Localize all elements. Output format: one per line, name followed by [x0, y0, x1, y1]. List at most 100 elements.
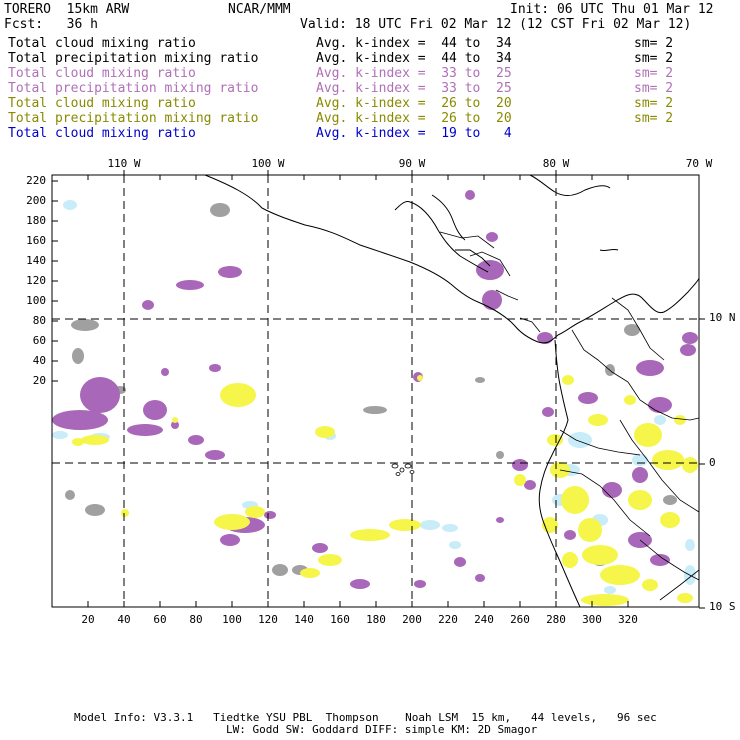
cloud-blob [624, 324, 640, 336]
cloud-blob [363, 406, 387, 414]
legend-kindex: Avg. k-index = 44 to 34 [316, 36, 512, 51]
cloud-blob [634, 423, 662, 447]
cloud-blob [245, 506, 265, 518]
cloud-blob [218, 266, 242, 278]
cloud-blob [568, 432, 592, 448]
cloud-blob [476, 260, 504, 280]
graticule [52, 175, 699, 607]
cloud-blob [663, 495, 677, 505]
cloud-blob [63, 200, 77, 210]
cloud-blob [514, 474, 526, 486]
cloud-blob [272, 564, 288, 576]
cloud-blob [648, 397, 672, 413]
cloud-blob [71, 319, 99, 331]
valid-time: Valid: 18 UTC Fri 02 Mar 12 (12 CST Fri … [300, 17, 692, 32]
init-time: Init: 06 UTC Thu 01 Mar 12 [510, 2, 714, 17]
cloud-blob [72, 438, 84, 446]
x-tick-label: 100 [222, 613, 242, 626]
x-tick-label: 80 [189, 613, 203, 626]
cloud-blob [214, 514, 250, 530]
cloud-blob [632, 454, 648, 466]
cloud-blob [602, 482, 622, 498]
x-tick-label: 200 [402, 613, 422, 626]
legend-smoothing: sm= 2 [634, 81, 674, 96]
cloud-blob [524, 480, 536, 490]
y-tick-label: 80 [32, 314, 46, 327]
cloud-blob [578, 392, 598, 404]
latitude-label: 10 S [709, 600, 736, 613]
cloud-blob [350, 529, 390, 541]
cloud-blob [475, 377, 485, 383]
x-tick-label: 320 [618, 613, 638, 626]
cloud-blob [414, 580, 426, 588]
y-tick-label: 120 [26, 274, 46, 287]
cloud-blob [496, 451, 504, 459]
legend-kindex: Avg. k-index = 33 to 25 [316, 81, 512, 96]
cloud-blob [604, 586, 616, 594]
cloud-blob [52, 410, 108, 430]
cloud-blob [72, 348, 84, 364]
cloud-blob [674, 415, 686, 425]
cloud-blob [420, 520, 440, 530]
longitude-label: 90 W [398, 157, 426, 170]
cloud-blob [81, 435, 109, 445]
cloud-blob [682, 457, 698, 473]
cloud-blob [188, 435, 204, 445]
legend-kindex: Avg. k-index = 44 to 34 [316, 51, 512, 66]
cloud-blob [220, 534, 240, 546]
x-tick-label: 300 [582, 613, 602, 626]
cloud-blob [600, 565, 640, 585]
x-tick-label: 60 [153, 613, 167, 626]
cloud-blob [660, 512, 680, 528]
cloud-blob [210, 203, 230, 217]
cloud-blob [85, 504, 105, 516]
cloud-blob [220, 383, 256, 407]
cloud-blob [677, 593, 693, 603]
cloud-blob [143, 400, 167, 420]
forecast-hour: Fcst: 36 h [4, 17, 98, 32]
longitude-label: 70 W [685, 157, 713, 170]
cloud-blob [172, 417, 178, 423]
x-tick-label: 20 [81, 613, 95, 626]
cloud-blob [680, 344, 696, 356]
physics-info: LW: Godd SW: Goddard DIFF: simple KM: 2D… [226, 723, 538, 736]
x-tick-label: 120 [258, 613, 278, 626]
cloud-blob [171, 421, 179, 429]
longitude-label: 110 W [107, 157, 141, 170]
cloud-blob [564, 530, 576, 540]
y-tick-label: 200 [26, 194, 46, 207]
cloud-blob [537, 332, 553, 344]
legend-field: Total cloud mixing ratio [8, 36, 196, 51]
legend-kindex: Avg. k-index = 19 to 4 [316, 126, 512, 141]
y-tick-label: 160 [26, 234, 46, 247]
legend-smoothing: sm= 2 [634, 96, 674, 111]
cloud-blob [650, 554, 670, 566]
model-info: Model Info: V3.3.1 Tiedtke YSU PBL Thomp… [74, 711, 657, 724]
cloud-blob [588, 414, 608, 426]
legend-kindex: Avg. k-index = 26 to 20 [316, 111, 512, 126]
cloud-blob [442, 524, 458, 532]
x-tick-label: 220 [438, 613, 458, 626]
longitude-label: 80 W [542, 157, 570, 170]
coastlines [204, 174, 700, 608]
cloud-blob [561, 486, 589, 514]
yellow-cloud-areas [72, 375, 698, 606]
legend-kindex: Avg. k-index = 26 to 20 [316, 96, 512, 111]
y-tick-label: 100 [26, 294, 46, 307]
cloud-blob [300, 568, 320, 578]
legend-smoothing: sm= 2 [634, 36, 674, 51]
y-tick-label: 220 [26, 174, 46, 187]
galapagos-islands [391, 463, 415, 476]
legend-field: Total precipitation mixing ratio [8, 51, 259, 66]
org-label: NCAR/MMM [228, 2, 291, 17]
gray-cloud-areas [65, 203, 677, 576]
cloud-blob [80, 377, 120, 413]
cloud-blob [581, 594, 629, 606]
purple-cloud-areas [52, 190, 698, 589]
cloud-blob [52, 431, 68, 439]
legend-field: Total cloud mixing ratio [8, 96, 196, 111]
cloud-blob [562, 375, 574, 385]
cloud-blob [312, 543, 328, 553]
cloud-blob [628, 490, 652, 510]
